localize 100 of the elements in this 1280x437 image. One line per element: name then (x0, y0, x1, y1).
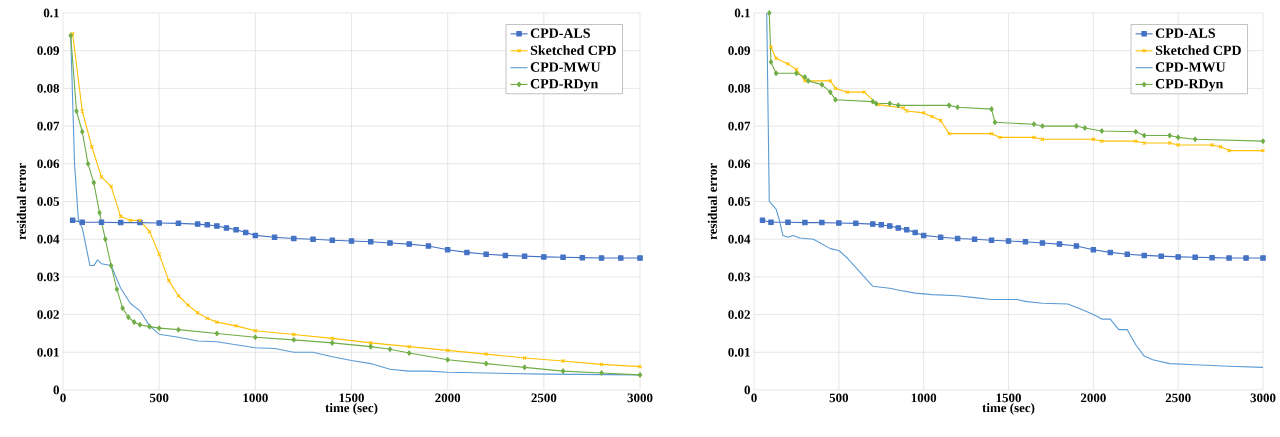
y-tick-label: 0.09 (37, 46, 60, 56)
point (1099, 139, 1104, 144)
point (785, 61, 791, 66)
point (989, 131, 994, 136)
point (870, 221, 876, 227)
point (242, 229, 249, 236)
point (1005, 238, 1012, 244)
point (819, 81, 825, 88)
point (1031, 135, 1037, 140)
point (618, 255, 624, 261)
point (252, 232, 259, 239)
point (1260, 255, 1266, 261)
point (407, 350, 412, 356)
point (598, 255, 605, 261)
point (310, 236, 316, 242)
point (176, 326, 181, 333)
y-tick-label: 0.01 (37, 347, 59, 357)
point (921, 110, 926, 115)
point (767, 10, 772, 16)
point (368, 340, 373, 345)
point (560, 368, 566, 374)
point (1133, 128, 1138, 135)
point (117, 219, 124, 226)
x-tick-label: 2500 (531, 393, 557, 403)
point (1175, 254, 1181, 260)
point (1209, 254, 1215, 261)
legend-label: CPD-RDyn (1155, 79, 1224, 92)
point (768, 219, 774, 225)
point (992, 119, 998, 126)
point (387, 346, 393, 353)
point (878, 222, 885, 228)
point (1099, 128, 1105, 134)
y-tick-label: 0.05 (728, 197, 751, 206)
point (637, 372, 643, 378)
point (997, 135, 1003, 140)
point (1167, 132, 1172, 139)
point (836, 220, 842, 226)
x-tick-label: 500 (829, 393, 849, 403)
point (214, 223, 220, 229)
point (1192, 136, 1198, 143)
point (828, 78, 833, 83)
y-tick-label: 0.04 (728, 234, 751, 244)
legend-label: CPD-RDyn (530, 79, 599, 92)
x-tick-label: 500 (149, 393, 169, 403)
point (464, 249, 470, 256)
point (1142, 140, 1147, 146)
y-tick-label: 0.07 (37, 121, 60, 131)
point (271, 234, 278, 241)
point (137, 322, 143, 328)
legend-label: CPD-ALS (1155, 28, 1215, 38)
point (445, 348, 450, 353)
point (406, 241, 412, 247)
point (1142, 132, 1147, 139)
point (521, 253, 528, 259)
point (156, 325, 162, 331)
x-tick-label: 1000 (911, 393, 937, 403)
y-tick-label: 0.1 (734, 8, 750, 18)
y-tick-label: 0.03 (37, 272, 60, 282)
y-tick-label: 0.02 (728, 310, 750, 319)
y-tick-label: 0.04 (37, 234, 60, 244)
point (108, 262, 114, 269)
point (759, 217, 766, 224)
point (560, 254, 566, 261)
y-tick-label: 0.02 (37, 310, 59, 319)
point (560, 358, 566, 364)
point (794, 70, 799, 77)
point (1260, 138, 1266, 144)
point (1141, 252, 1147, 259)
point (904, 108, 909, 114)
y-tick-label: 0 (744, 385, 750, 395)
point (185, 303, 191, 308)
point (85, 161, 91, 167)
x-axis-title: time (sec) (325, 403, 378, 415)
y-tick-label: 0.01 (728, 347, 750, 357)
point (1039, 240, 1046, 246)
x-tick-label: 1500 (996, 393, 1021, 403)
point (845, 90, 850, 95)
point (896, 102, 901, 109)
point (205, 316, 210, 321)
point (1056, 241, 1063, 247)
point (176, 293, 181, 298)
point (1218, 144, 1223, 149)
point (768, 59, 774, 65)
point (937, 234, 944, 241)
x-tick-label: 1500 (339, 393, 364, 403)
x-tick-label: 2000 (435, 393, 461, 403)
point (348, 238, 355, 244)
point (120, 305, 125, 311)
legend-label: CPD-MWU (530, 62, 601, 72)
point (407, 344, 412, 349)
y-tick-label: 0.06 (728, 159, 751, 169)
point (166, 278, 171, 283)
legend-label: Sketched CPD (1155, 45, 1241, 56)
point (80, 108, 85, 114)
point (1192, 254, 1198, 261)
point (773, 70, 779, 77)
point (1040, 137, 1045, 142)
point (1022, 239, 1029, 245)
y-tick-label: 0.09 (728, 46, 751, 56)
x-axis-title: time (sec) (982, 403, 1035, 415)
